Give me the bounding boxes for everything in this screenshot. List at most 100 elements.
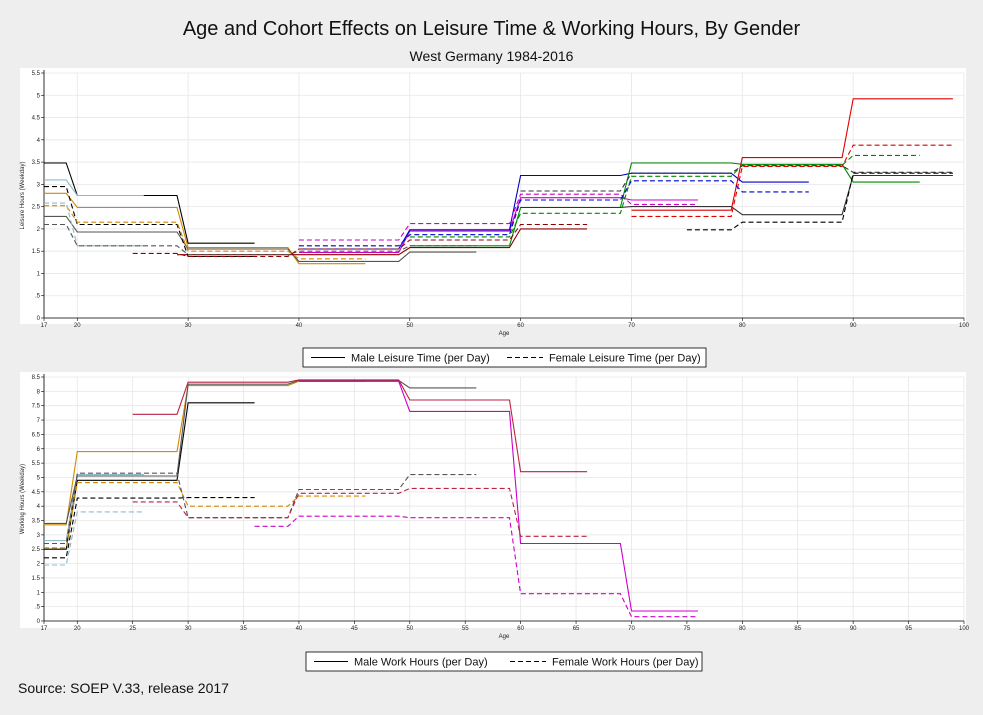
- legend: Male Work Hours (per Day) Female Work Hou…: [305, 651, 703, 672]
- y-tick-label: 5: [37, 475, 41, 481]
- y-tick-label: 1: [37, 590, 41, 596]
- y-tick-label: 0: [37, 316, 41, 322]
- legend-box: [302, 347, 707, 368]
- y-tick-label: .5: [35, 605, 41, 611]
- series-line-female-11: [254, 515, 698, 618]
- grid-lines: [43, 72, 965, 319]
- y-tick-label: 7: [37, 418, 41, 424]
- series-group: [44, 379, 698, 618]
- x-tick-label: 70: [628, 626, 635, 632]
- y-tick-label: 1: [37, 271, 41, 277]
- x-tick-label: 100: [959, 626, 970, 632]
- y-tick-label: .5: [35, 294, 41, 300]
- series-line-male-1: [44, 192, 366, 265]
- x-tick-label: 95: [905, 626, 912, 632]
- y-tick-label: 5.5: [32, 71, 41, 77]
- x-tick-label: 65: [573, 626, 580, 632]
- x-tick-label: 80: [739, 323, 746, 329]
- legend-label-male: Male Work Hours (per Day): [354, 657, 488, 669]
- series-line-female-12: [44, 202, 144, 247]
- y-tick-label: 2: [37, 562, 41, 568]
- y-tick-label: 3: [37, 182, 41, 188]
- legend-label-female: Female Work Hours (per Day): [552, 657, 699, 669]
- y-tick-label: 8: [37, 389, 41, 395]
- y-tick-label: 5: [37, 93, 41, 99]
- y-tick-label: 6.5: [32, 432, 41, 438]
- y-tick-label: 3: [37, 533, 41, 539]
- chart-subtitle: West Germany 1984-2016: [409, 48, 574, 64]
- x-tick-label: 45: [351, 626, 358, 632]
- y-tick-label: 2.5: [32, 547, 41, 553]
- series-line-female-10: [44, 186, 255, 258]
- series-line-male-5: [298, 197, 698, 254]
- y-tick-label: 2: [37, 227, 41, 233]
- grid-lines: [43, 376, 965, 622]
- series-line-female-14: [132, 223, 588, 258]
- series-line-male-8: [520, 174, 953, 216]
- x-tick-label: 100: [959, 323, 970, 329]
- series-line-male-1: [44, 380, 366, 526]
- y-axis-label: Leisure Hours (Weekday): [20, 162, 26, 230]
- x-tick-label: 90: [850, 626, 857, 632]
- series-line-female-19: [686, 172, 953, 231]
- legend-label-female: Female Leisure Time (per Day): [549, 353, 701, 365]
- plot-area: [20, 372, 966, 628]
- x-tick-label: 80: [739, 626, 746, 632]
- y-axis-label: Working Hours (Weekday): [20, 464, 26, 534]
- y-tick-label: 8.5: [32, 375, 41, 381]
- series-line-male-3: [44, 379, 477, 524]
- series-line-male-2: [44, 179, 144, 197]
- legend-box: [305, 651, 703, 672]
- x-tick-label: 85: [794, 626, 801, 632]
- series-line-male-9: [631, 98, 953, 211]
- x-tick-label: 75: [684, 626, 691, 632]
- series-line-male-5: [298, 380, 698, 612]
- x-tick-label: 20: [74, 626, 81, 632]
- x-tick-label: 17: [41, 626, 48, 632]
- series-line-female-7: [44, 482, 366, 549]
- y-tick-label: 4.5: [32, 116, 41, 122]
- x-tick-label: 90: [850, 323, 857, 329]
- y-tick-label: 4.5: [32, 490, 41, 496]
- x-tick-label: 30: [185, 323, 192, 329]
- series-group: [44, 98, 953, 265]
- legend-label-male: Male Leisure Time (per Day): [351, 353, 490, 365]
- y-tick-label: 2.5: [32, 205, 41, 211]
- series-line-female-6: [44, 497, 255, 559]
- x-tick-label: 60: [517, 626, 524, 632]
- y-tick-label: 0: [37, 619, 41, 625]
- series-line-female-20: [631, 144, 953, 217]
- series-line-male-4: [132, 379, 588, 473]
- y-tick-label: 1.5: [32, 249, 41, 255]
- x-axis-label: Age: [499, 634, 510, 640]
- x-tick-label: 25: [129, 626, 136, 632]
- series-line-female-8: [44, 511, 144, 566]
- x-tick-label: 30: [185, 626, 192, 632]
- y-tick-label: 3.5: [32, 519, 41, 525]
- series-line-female-16: [298, 180, 809, 247]
- x-tick-label: 40: [296, 626, 303, 632]
- source-note: Source: SOEP V.33, release 2017: [18, 680, 229, 696]
- y-tick-label: 6: [37, 447, 41, 453]
- x-tick-label: 50: [406, 626, 413, 632]
- y-tick-label: 7.5: [32, 404, 41, 410]
- x-tick-label: 17: [41, 323, 48, 329]
- x-tick-label: 35: [240, 626, 247, 632]
- series-line-female-18: [520, 165, 953, 192]
- series-line-male-6: [298, 172, 809, 250]
- series-line-female-17: [409, 154, 920, 238]
- y-tick-label: 4: [37, 138, 41, 144]
- series-line-female-15: [298, 193, 698, 241]
- x-tick-label: 20: [74, 323, 81, 329]
- chart-panel-work: 0 .5 1 1.5 2 2.5 3 3.5 4 4.5 5 5.5 6 6.5 7 7.5 8 8.5 17 20 2…: [20, 372, 970, 672]
- chart-title: Age and Cohort Effects on Leisure Time &…: [182, 18, 801, 40]
- series-line-male-7: [409, 162, 920, 247]
- x-tick-label: 55: [462, 626, 469, 632]
- series-line-female-10: [132, 487, 588, 537]
- y-tick-label: 1.5: [32, 576, 41, 582]
- x-tick-label: 60: [517, 323, 524, 329]
- y-tick-label: 3.5: [32, 160, 41, 166]
- legend: Male Leisure Time (per Day) Female Leisur…: [302, 347, 707, 368]
- x-axis-label: Age: [499, 331, 510, 337]
